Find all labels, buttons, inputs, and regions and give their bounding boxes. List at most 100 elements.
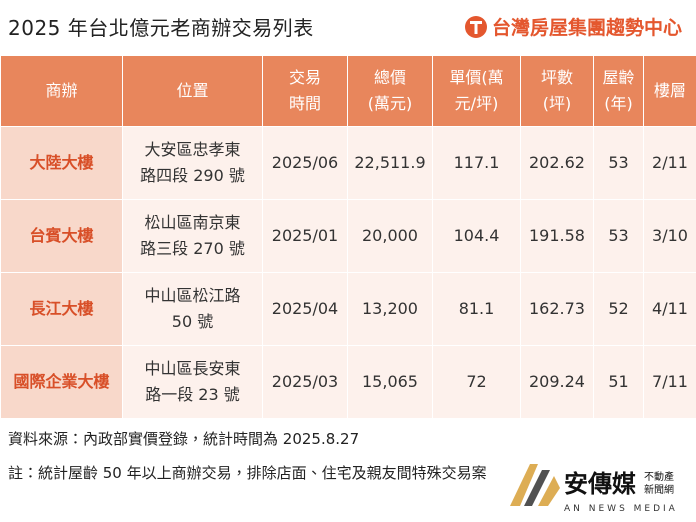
cell: 53 <box>593 199 644 273</box>
cell: 20,000 <box>347 199 433 273</box>
cell-line: 松山區南京東 <box>144 213 241 232</box>
column-header: 屋齡 (年) <box>593 55 644 127</box>
source-note: 資料來源：內政部實價登錄，統計時間為 2025.8.27 <box>8 430 360 448</box>
cell-text: 13,200 <box>362 299 418 318</box>
cell-line: 路三段 270 號 <box>140 239 245 258</box>
cell-line: 位置 <box>176 81 209 100</box>
cell: 2025/06 <box>262 126 348 200</box>
cell-line: 屋齡 <box>602 68 635 87</box>
cell: 4/11 <box>643 272 696 346</box>
table-row: 大陸大樓 大安區忠孝東 路四段 290 號 2025/06 22,511.9 117.1 2… <box>0 126 696 200</box>
cell-text: 2025/01 <box>271 226 339 245</box>
watermark: 安傳媒 不動產 新聞網 AN NEWS MEDIA <box>510 464 678 514</box>
cell-line: 元/坪) <box>454 94 499 113</box>
cell-text: 國際企業大樓 <box>13 372 110 391</box>
cell: 81.1 <box>432 272 521 346</box>
column-header: 樓層 <box>643 55 696 127</box>
table-row: 長江大樓 中山區松江路 50 號 2025/04 13,200 81.1 162.73 52 4… <box>0 272 696 346</box>
cell: 52 <box>593 272 644 346</box>
table-row: 國際企業大樓 中山區長安東 路一段 23 號 2025/03 15,065 72 209.2… <box>0 345 696 419</box>
cell-line: 中山區長安東 <box>144 359 241 378</box>
cell-text: 2025/06 <box>271 153 339 172</box>
cell-text: 52 <box>608 299 629 318</box>
cell-text: 22,511.9 <box>354 153 426 172</box>
watermark-tagline: AN NEWS MEDIA <box>564 504 678 514</box>
cell-text: 4/11 <box>652 299 688 318</box>
cell: 202.62 <box>520 126 594 200</box>
cell-line: 商辦 <box>45 81 78 100</box>
cell-text: 209.24 <box>529 372 585 391</box>
cell: 22,511.9 <box>347 126 433 200</box>
cell-line: 路四段 290 號 <box>140 166 245 185</box>
cell-line: 單價(萬 <box>449 68 504 87</box>
cell-text: 162.73 <box>529 299 585 318</box>
title: 2025 年台北億元老商辦交易列表 <box>8 16 314 40</box>
header-row: 商辦 位置 交易時間 總價 (萬元) 單價(萬元/坪) 坪數 (坪) 屋齡 (年) 樓層 <box>0 55 696 127</box>
cell-text: 72 <box>466 372 487 391</box>
column-header: 總價 (萬元) <box>347 55 433 127</box>
cell-text: 51 <box>608 372 629 391</box>
header: 2025 年台北億元老商辦交易列表 台灣房屋集團趨勢中心 <box>0 0 696 54</box>
building-name: 國際企業大樓 <box>0 345 123 419</box>
column-header: 單價(萬元/坪) <box>432 55 521 127</box>
cell: 117.1 <box>432 126 521 200</box>
cell: 15,065 <box>347 345 433 419</box>
column-header: 坪數 (坪) <box>520 55 594 127</box>
cell-line: 路一段 23 號 <box>145 385 240 404</box>
building-name: 大陸大樓 <box>0 126 123 200</box>
cell-text: 15,065 <box>362 372 418 391</box>
cell-text: 2/11 <box>652 153 688 172</box>
cell: 13,200 <box>347 272 433 346</box>
cell-text: 長江大樓 <box>29 299 94 318</box>
cell-text: 2025/04 <box>271 299 339 318</box>
cell: 2025/01 <box>262 199 348 273</box>
cell-line: (坪) <box>542 94 572 113</box>
cell-text: 2025/03 <box>271 372 339 391</box>
location: 大安區忠孝東 路四段 290 號 <box>122 126 263 200</box>
column-header: 商辦 <box>0 55 123 127</box>
cell: 209.24 <box>520 345 594 419</box>
cell: 2/11 <box>643 126 696 200</box>
cell: 72 <box>432 345 521 419</box>
cell-line: 樓層 <box>653 81 686 100</box>
location: 中山區長安東 路一段 23 號 <box>122 345 263 419</box>
cell: 53 <box>593 126 644 200</box>
cell-text: 202.62 <box>529 153 585 172</box>
cell-text: 191.58 <box>529 226 585 245</box>
cell-line: 坪數 <box>540 68 573 87</box>
cell-text: 20,000 <box>362 226 418 245</box>
cell-text: 104.4 <box>453 226 500 245</box>
brand-logo <box>464 15 487 38</box>
cell-text: 81.1 <box>458 299 495 318</box>
column-header: 交易 時間 <box>262 55 348 127</box>
cell-line: 時間 <box>288 94 321 113</box>
cell-text: 53 <box>608 153 629 172</box>
table: 商辦 位置 交易 時間 總價 (萬元) 單價(萬 元/坪) 坪數 (坪) 屋齡 (年) 樓層 大陸大樓大… <box>0 55 696 419</box>
cell-line: 總價 <box>373 68 406 87</box>
building-name: 台賓大樓 <box>0 199 123 273</box>
cell-text: 台賓大樓 <box>29 226 94 245</box>
location: 中山區松江路 50 號 <box>122 272 263 346</box>
cell: 3/10 <box>643 199 696 273</box>
cell: 162.73 <box>520 272 594 346</box>
cell-line: 中山區松江路 <box>144 286 241 305</box>
cell: 2025/03 <box>262 345 348 419</box>
cell-text: 大陸大樓 <box>29 153 94 172</box>
location: 松山區南京東 路三段 270 號 <box>122 199 263 273</box>
cell-text: 7/11 <box>652 372 688 391</box>
cell-line: 交易 <box>288 68 321 87</box>
table-body: 大陸大樓 大安區忠孝東 路四段 290 號 2025/06 22,511.9 117.1 2… <box>0 126 696 419</box>
cell-line: 50 號 <box>171 312 214 331</box>
cell-line: 大安區忠孝東 <box>144 140 241 159</box>
cell: 51 <box>593 345 644 419</box>
cell-text: 53 <box>608 226 629 245</box>
cell-text: 117.1 <box>453 153 500 172</box>
building-name: 長江大樓 <box>0 272 123 346</box>
cell-line: (萬元) <box>367 94 413 113</box>
column-header: 位置 <box>122 55 263 127</box>
footnote: 註：統計屋齡 50 年以上商辦交易，排除店面、住宅及親友間特殊交易案 <box>8 464 487 482</box>
watermark-sub: 新聞網 <box>644 483 674 496</box>
cell: 104.4 <box>432 199 521 273</box>
cell-line: (年) <box>604 94 633 113</box>
